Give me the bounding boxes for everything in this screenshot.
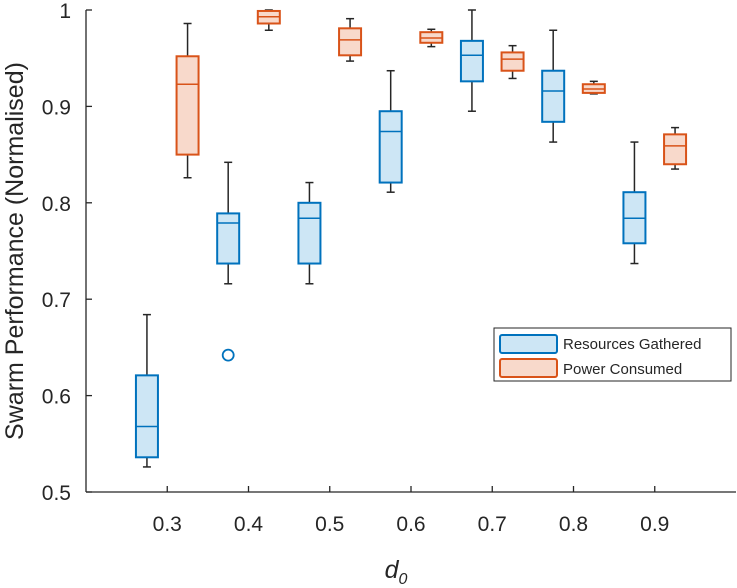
y-axis-ticks: 0.5 0.6 0.7 0.8 0.9 1 [42,0,92,505]
y-tick-label: 1 [59,0,71,23]
x-tick-label: 0.9 [640,513,669,536]
box-resources [297,181,322,285]
x-tick-label: 0.4 [234,513,264,536]
legend: Resources Gathered Power Consumed [493,327,732,382]
box-resources [459,9,484,112]
x-tick-label: 0.5 [315,513,344,536]
x-tick-label: 0.6 [396,513,425,536]
box-iqr [175,55,200,156]
box-power [175,22,200,179]
box-resources [216,161,241,362]
x-tick-label: 0.3 [153,513,182,536]
plot-area: 0.3 0.4 0.5 0.6 0.7 0.8 0.9 0.5 0.6 0.7 0.8 0.9 1 [42,0,736,536]
box-iqr [663,133,688,166]
box-power [256,9,281,31]
box-iqr [541,69,566,123]
box-iqr [134,374,159,459]
box-iqr [378,110,403,184]
x-tick-label: 0.8 [559,513,588,536]
outlier-point [221,348,235,362]
box-power [663,126,688,170]
box-iqr [500,51,525,72]
x-axis-ticks: 0.3 0.4 0.5 0.6 0.7 0.8 0.9 [153,486,669,536]
y-tick-label: 0.9 [42,96,71,119]
y-axis-title: Swarm Performance (Normalised) [1,62,29,440]
box-iqr [216,212,241,265]
box-power [500,44,525,80]
y-tick-label: 0.8 [42,193,71,216]
x-tick-label: 0.7 [478,513,507,536]
box-resources [378,69,403,193]
box-iqr [459,39,484,83]
box-power [338,17,363,62]
legend-label-resources: Resources Gathered [563,336,701,353]
legend-swatch-resources [499,334,558,354]
box-power [581,80,606,95]
box-resources [541,29,566,143]
box-series [134,9,688,468]
legend-label-power: Power Consumed [563,361,682,378]
x-axis-title: d0 [385,556,408,588]
y-tick-label: 0.7 [42,289,71,312]
box-resources [622,141,647,265]
y-tick-label: 0.5 [42,482,71,505]
legend-swatch-power [499,358,558,378]
box-resources [134,313,159,468]
box-iqr [297,201,322,265]
box-power [419,28,444,48]
y-tick-label: 0.6 [42,386,71,409]
box-iqr [338,27,363,57]
